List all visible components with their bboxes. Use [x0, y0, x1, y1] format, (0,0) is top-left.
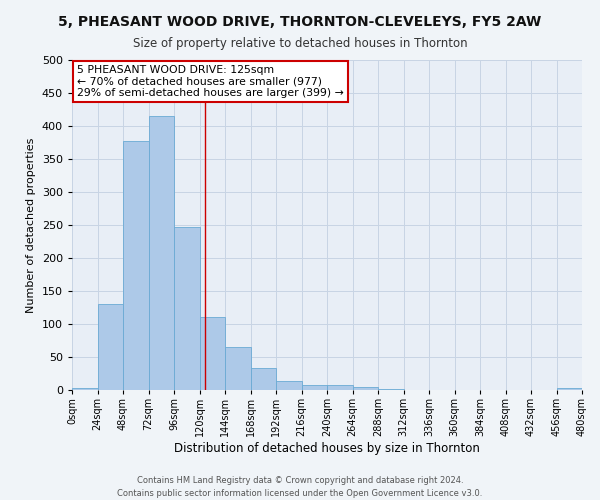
Bar	[97, 304, 123, 390]
Bar	[251, 368, 276, 390]
Y-axis label: Number of detached properties: Number of detached properties	[26, 138, 36, 312]
Bar	[199, 318, 225, 390]
Bar	[72, 388, 97, 390]
Text: Contains HM Land Registry data © Crown copyright and database right 2024.
Contai: Contains HM Land Registry data © Crown c…	[118, 476, 482, 498]
X-axis label: Distribution of detached houses by size in Thornton: Distribution of detached houses by size …	[174, 442, 480, 455]
Text: 5 PHEASANT WOOD DRIVE: 125sqm
← 70% of detached houses are smaller (977)
29% of : 5 PHEASANT WOOD DRIVE: 125sqm ← 70% of d…	[77, 65, 344, 98]
Text: Size of property relative to detached houses in Thornton: Size of property relative to detached ho…	[133, 38, 467, 51]
Bar	[149, 116, 174, 390]
Bar	[174, 227, 199, 390]
Bar	[225, 347, 251, 390]
Bar	[123, 141, 149, 390]
Bar	[557, 388, 582, 390]
Bar	[353, 386, 378, 390]
Bar	[327, 386, 353, 390]
Bar	[302, 384, 327, 390]
Bar	[378, 388, 404, 390]
Bar	[276, 381, 302, 390]
Text: 5, PHEASANT WOOD DRIVE, THORNTON-CLEVELEYS, FY5 2AW: 5, PHEASANT WOOD DRIVE, THORNTON-CLEVELE…	[58, 15, 542, 29]
